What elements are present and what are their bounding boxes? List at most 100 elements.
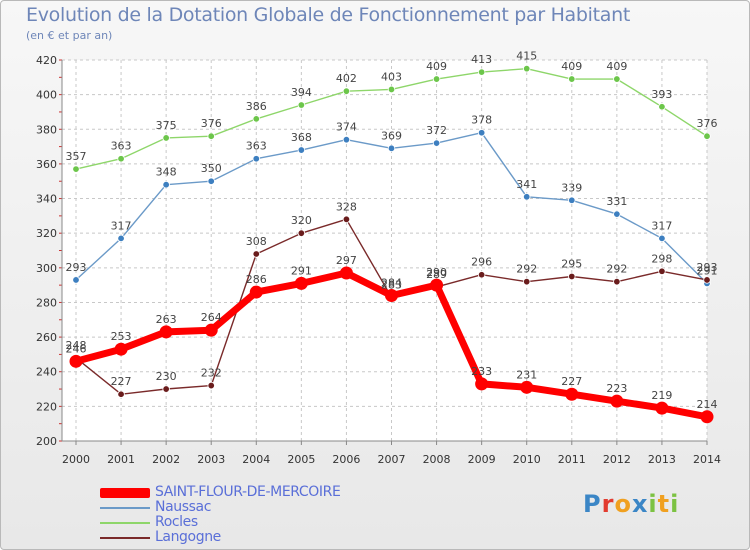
data-label: 317 (651, 219, 672, 232)
data-label: 409 (426, 60, 447, 73)
data-label: 246 (66, 342, 87, 355)
data-label: 363 (111, 140, 132, 153)
legend-label: Langogne (155, 529, 221, 545)
data-label: 219 (651, 389, 672, 402)
x-tick-label: 2011 (558, 453, 586, 466)
y-tick-label: 320 (36, 227, 57, 240)
data-labels: 357 363 375 376 386 394 402 403 409 413 415 409 409 3… (66, 50, 718, 411)
proxiti-logo: Proxiti (583, 490, 679, 518)
data-label: 227 (561, 375, 582, 388)
legend-swatch-rocles (100, 522, 150, 524)
data-point (658, 103, 666, 111)
x-tick-label: 2003 (197, 453, 225, 466)
data-label: 248 (66, 339, 87, 352)
data-point (342, 215, 351, 224)
data-point (432, 139, 441, 147)
y-tick-label: 380 (36, 123, 57, 136)
data-label: 369 (381, 129, 402, 142)
data-label: 348 (156, 166, 177, 179)
data-label: 223 (606, 382, 627, 395)
data-label: 295 (561, 257, 582, 270)
logo-letter: o (614, 490, 632, 518)
data-label: 292 (606, 263, 627, 276)
x-tick-label: 2009 (468, 453, 496, 466)
data-label: 415 (516, 50, 537, 63)
data-label: 232 (201, 367, 222, 380)
data-point (207, 381, 215, 390)
data-point (252, 155, 260, 163)
data-point (385, 289, 398, 303)
data-label: 296 (471, 256, 492, 269)
data-point (162, 180, 170, 189)
data-point (342, 135, 351, 144)
legend-swatch-naussac (100, 507, 150, 509)
legend-label: Naussac (155, 499, 211, 515)
data-point (432, 75, 441, 83)
data-label: 413 (471, 53, 492, 66)
data-point (703, 276, 711, 284)
data-label: 320 (291, 214, 312, 227)
data-label: 263 (156, 313, 177, 326)
data-label: 357 (66, 150, 87, 163)
data-point (568, 272, 576, 281)
data-point (294, 276, 308, 290)
data-point (430, 278, 444, 292)
logo-letter: i (670, 490, 680, 518)
x-tick-label: 2013 (648, 453, 676, 466)
x-tick-label: 2004 (242, 453, 270, 466)
data-label: 317 (111, 219, 132, 232)
data-point (207, 132, 215, 140)
data-label: 214 (697, 398, 718, 411)
logo-letter: r (601, 490, 615, 518)
x-tick-label: 2007 (378, 453, 406, 466)
data-label: 402 (336, 72, 357, 85)
data-point (69, 354, 83, 368)
data-point (339, 266, 353, 280)
data-label: 363 (246, 140, 267, 153)
y-tick-label: 340 (36, 193, 57, 206)
data-point (207, 177, 215, 185)
data-label: 289 (426, 268, 447, 281)
data-label: 376 (697, 117, 718, 130)
data-label: 386 (246, 100, 267, 113)
data-label: 393 (651, 88, 672, 101)
data-label: 328 (336, 200, 357, 213)
data-point (252, 250, 260, 258)
data-point (658, 234, 666, 243)
legend-label: Rocles (155, 514, 198, 530)
data-label: 403 (381, 70, 402, 83)
data-label: 297 (336, 254, 357, 267)
data-label: 293 (697, 261, 718, 274)
data-label: 372 (426, 124, 447, 137)
data-label: 378 (471, 114, 492, 127)
data-label: 286 (246, 273, 267, 286)
logo-letter: P (583, 490, 602, 518)
y-tick-label: 280 (36, 296, 57, 309)
x-tick-label: 2006 (332, 453, 360, 466)
data-point (477, 271, 486, 279)
data-point (568, 75, 576, 83)
data-point (387, 85, 396, 94)
data-label: 394 (291, 86, 312, 99)
data-point (204, 323, 218, 337)
data-point (114, 342, 128, 356)
data-label: 409 (561, 60, 582, 73)
data-point (658, 267, 666, 275)
data-point (610, 394, 624, 408)
y-tick-label: 220 (36, 400, 57, 413)
x-tick-label: 2008 (423, 453, 451, 466)
data-label: 230 (156, 370, 177, 383)
data-label: 290 (426, 266, 447, 279)
data-label: 368 (291, 131, 312, 144)
logo-letter: x (631, 490, 649, 518)
x-tick-label: 2012 (603, 453, 631, 466)
data-point (613, 210, 621, 218)
data-label: 292 (516, 263, 537, 276)
data-point (613, 277, 621, 286)
data-label: 331 (606, 195, 627, 208)
x-tick-label: 2000 (62, 453, 90, 466)
data-label: 264 (201, 311, 222, 324)
chart-subtitle: (en € et par an) (26, 29, 113, 42)
data-point (523, 64, 531, 73)
